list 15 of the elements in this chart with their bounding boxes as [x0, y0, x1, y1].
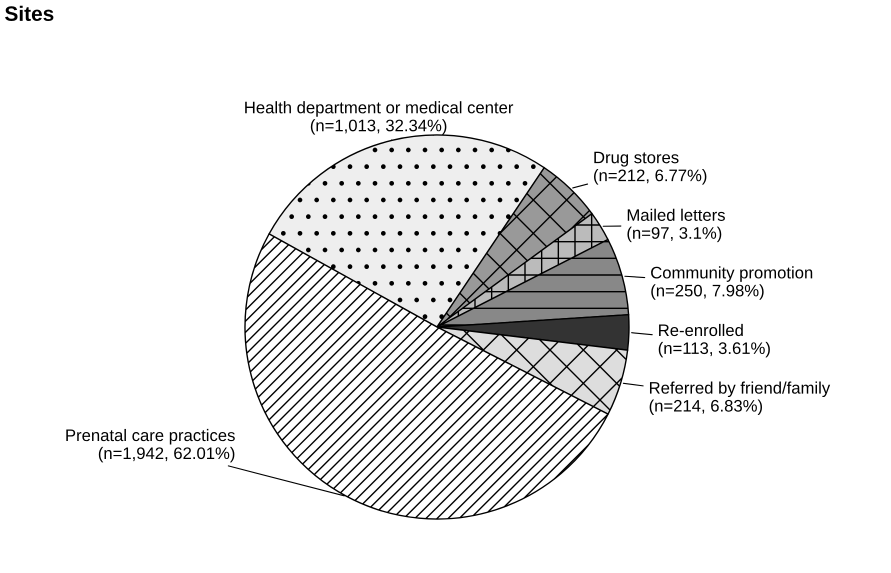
data-label: (n=250, 7.98%) [651, 284, 764, 300]
slice-label: Mailed letters [628, 208, 725, 221]
slice-label: Drug stores [594, 152, 679, 167]
data-label: (n=97, 3.1%) [627, 226, 722, 242]
data-label: (n=1,942, 62.01%) [98, 446, 234, 462]
data-label: (n=212, 6.77%) [594, 169, 706, 185]
slice-label: Community promotion [651, 266, 812, 282]
data-label: (n=214, 6.83%) [650, 399, 762, 415]
slice-label: Prenatal care practices [66, 428, 235, 444]
data-label: (n=1,013, 32.34%) [310, 119, 446, 135]
slice-label: Re-enrolled [659, 324, 743, 336]
slice-label: Health department or medical center [245, 101, 514, 117]
data-label: (n=113, 3.61%) [658, 342, 770, 358]
slice-label: Referred by friend/family [650, 382, 830, 398]
chart-title: Sites [5, 6, 54, 22]
